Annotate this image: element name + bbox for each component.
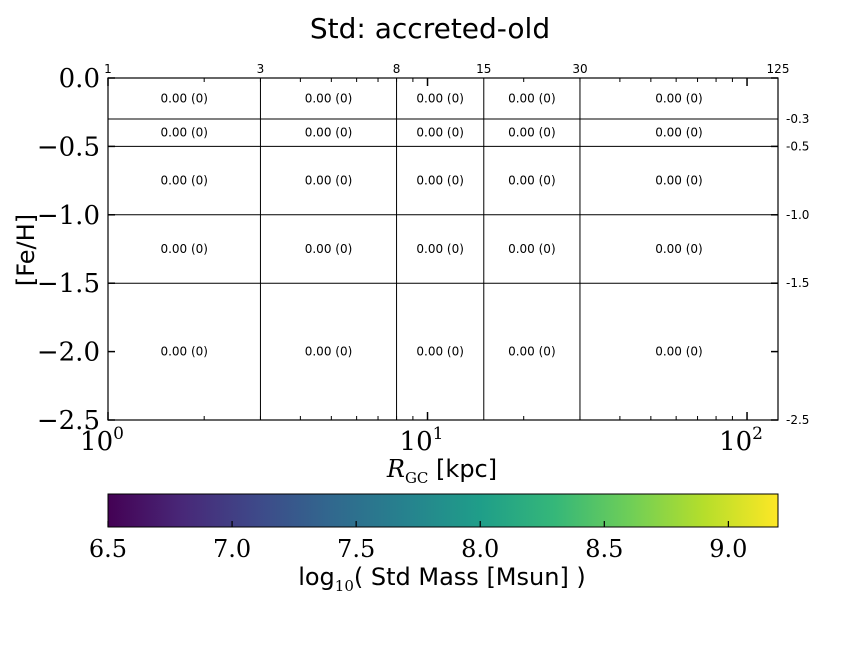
cell-label: 0.00 (0) bbox=[160, 126, 208, 140]
cell-label: 0.00 (0) bbox=[655, 126, 703, 140]
colorbar-tick-label: 8.0 bbox=[461, 535, 499, 563]
cell-label: 0.00 (0) bbox=[305, 126, 353, 140]
colorbar-label-suffix: ( Std Mass [Msun] ) bbox=[354, 563, 586, 591]
cell-label: 0.00 (0) bbox=[416, 126, 464, 140]
y-tick-label: 0.0 bbox=[59, 64, 100, 94]
x-tick-exponent: 2 bbox=[752, 424, 763, 444]
colorbar: 6.5 7.0 7.5 8.0 8.5 9.0 bbox=[89, 493, 779, 563]
cell-label: 0.00 (0) bbox=[655, 242, 703, 256]
cell-label: 0.00 (0) bbox=[655, 92, 703, 106]
colorbar-gradient bbox=[107, 493, 779, 528]
cell-label: 0.00 (0) bbox=[655, 174, 703, 188]
y-bin-edge-label: -1.5 bbox=[786, 276, 809, 290]
cell-label: 0.00 (0) bbox=[160, 92, 208, 106]
colorbar-tick-label: 8.5 bbox=[585, 535, 623, 563]
colorbar-tick-label: 7.0 bbox=[213, 535, 251, 563]
y-tick-label: −2.0 bbox=[37, 338, 100, 368]
x-tick-exponent: 1 bbox=[433, 424, 444, 444]
x-bin-edge-label: 125 bbox=[767, 62, 790, 76]
x-tick-label: 102 bbox=[719, 424, 763, 457]
x-tick-base: 10 bbox=[80, 427, 113, 457]
x-bin-edge-label: 8 bbox=[393, 62, 401, 76]
x-axis-label-unit: [kpc] bbox=[428, 455, 497, 483]
y-tick-label: −0.5 bbox=[37, 132, 100, 162]
plot-area: 0.00 (0) 0.00 (0) 0.00 (0) 0.00 (0) 0.00 (0)… bbox=[37, 62, 810, 457]
colorbar-tick-label: 7.5 bbox=[337, 535, 375, 563]
colorbar-label: log10( Std Mass [Msun] ) bbox=[298, 563, 586, 595]
cell-label: 0.00 (0) bbox=[508, 126, 556, 140]
cell-label: 0.00 (0) bbox=[305, 92, 353, 106]
x-axis-label: RGC [kpc] bbox=[386, 455, 497, 487]
cell-label: 0.00 (0) bbox=[416, 345, 464, 359]
cell-label: 0.00 (0) bbox=[508, 174, 556, 188]
y-axis-label: [Fe/H] bbox=[12, 214, 40, 286]
colorbar-tick-label: 6.5 bbox=[89, 535, 127, 563]
x-tick-base: 10 bbox=[400, 427, 433, 457]
y-tick-label: −1.0 bbox=[37, 201, 100, 231]
cell-label: 0.00 (0) bbox=[416, 92, 464, 106]
x-axis-label-symbol: R bbox=[386, 455, 405, 483]
cell-label: 0.00 (0) bbox=[416, 174, 464, 188]
cell-label: 0.00 (0) bbox=[655, 345, 703, 359]
y-bin-edge-label: -0.5 bbox=[786, 139, 809, 153]
cell-label: 0.00 (0) bbox=[160, 174, 208, 188]
x-tick-exponent: 0 bbox=[113, 424, 124, 444]
y-bin-edge-label: -2.5 bbox=[786, 413, 809, 427]
y-bin-edge-label: -1.0 bbox=[786, 208, 809, 222]
x-bin-edge-label: 15 bbox=[476, 62, 491, 76]
cell-label: 0.00 (0) bbox=[305, 242, 353, 256]
x-tick-base: 10 bbox=[719, 427, 752, 457]
x-bin-edge-label: 30 bbox=[572, 62, 587, 76]
cell-label: 0.00 (0) bbox=[508, 345, 556, 359]
plot-frame bbox=[107, 77, 779, 421]
cell-label: 0.00 (0) bbox=[416, 242, 464, 256]
x-bin-edge-label: 1 bbox=[104, 62, 112, 76]
x-tick-label: 100 bbox=[80, 424, 124, 457]
cell-label: 0.00 (0) bbox=[508, 92, 556, 106]
y-tick-label: −2.5 bbox=[37, 406, 100, 436]
y-tick-label: −1.5 bbox=[37, 269, 100, 299]
y-bin-edge-label: -0.3 bbox=[786, 112, 809, 126]
colorbar-label-prefix: log bbox=[298, 563, 335, 591]
cell-label: 0.00 (0) bbox=[508, 242, 556, 256]
cell-label: 0.00 (0) bbox=[305, 345, 353, 359]
colorbar-tick-label: 9.0 bbox=[709, 535, 747, 563]
cell-label: 0.00 (0) bbox=[160, 345, 208, 359]
x-bin-edge-label: 3 bbox=[257, 62, 265, 76]
x-tick-label: 101 bbox=[400, 424, 444, 457]
x-axis-label-subscript: GC bbox=[405, 469, 428, 487]
cell-label: 0.00 (0) bbox=[160, 242, 208, 256]
cell-label: 0.00 (0) bbox=[305, 174, 353, 188]
colorbar-label-subscript: 10 bbox=[335, 577, 354, 595]
chart-title: Std: accreted-old bbox=[310, 12, 550, 45]
